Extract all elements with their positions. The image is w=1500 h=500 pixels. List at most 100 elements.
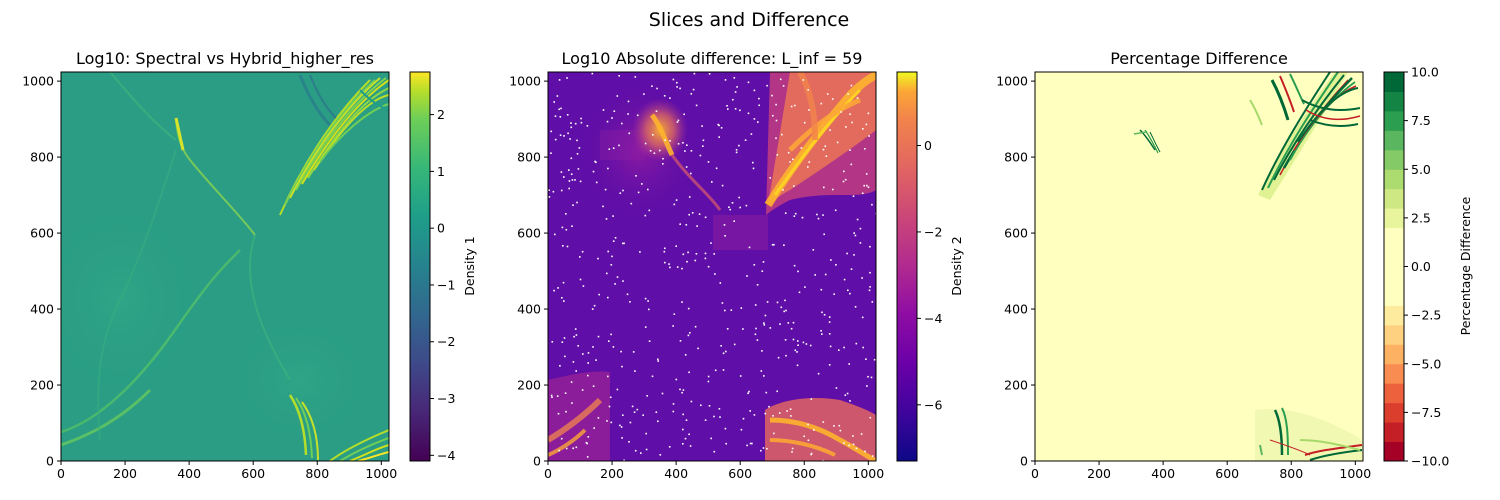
speckle [697,347,699,350]
speckle [782,189,784,191]
panel-2-y-tick-label: 800 [517,150,541,165]
speckle [793,185,795,187]
speckle [829,129,831,131]
speckle [766,301,769,303]
panel-2: Log10 Absolute difference: L_inf = 59 [509,49,964,481]
speckle [772,415,774,417]
speckle [679,87,681,90]
speckle [704,419,707,421]
speckle [587,362,589,364]
panel-3-x-tick-label: 200 [1087,466,1111,481]
panel-3-colorbar-level [1384,383,1404,404]
speckle [817,217,820,220]
speckle [852,443,855,446]
speckle [581,250,584,253]
speckle [621,365,623,368]
speckle [553,289,555,292]
speckle [575,334,578,336]
speckle [593,304,596,307]
speckle [794,104,796,107]
speckle [570,381,573,383]
speckle [710,242,712,244]
speckle [607,250,609,253]
speckle [807,439,810,442]
panel-3-colorbar-level [1384,266,1404,287]
panel-3-colorbar-level [1384,305,1404,326]
panel-2-x-tick-label: 600 [728,466,752,481]
speckle [849,149,851,151]
speckle [577,345,579,347]
speckle [731,202,734,204]
speckle [797,340,799,342]
speckle [849,292,851,295]
speckle [768,405,770,408]
speckle [645,448,648,451]
speckle [725,350,727,353]
speckle [713,450,716,453]
speckle [561,226,564,229]
speckle [822,459,824,461]
speckle [776,154,779,156]
panel-2-colorbar-tick-label: 0 [924,138,932,153]
speckle [574,179,576,181]
speckle [820,288,823,291]
speckle [672,403,675,405]
speckle [568,180,571,182]
speckle [606,272,608,275]
panel-3-y-tick-label: 600 [1004,226,1028,241]
speckle [765,391,768,394]
speckle [873,358,876,361]
speckle [614,237,617,239]
speckle [668,263,670,265]
speckle [744,139,747,141]
speckle [682,428,684,431]
speckle [786,410,788,412]
speckle [828,333,831,335]
speckle [566,77,568,79]
speckle [548,189,550,191]
speckle [608,405,611,408]
speckle [775,119,778,122]
speckle [763,375,765,377]
speckle [733,77,736,79]
panel-2-x-tick-label: 1000 [852,466,884,481]
speckle [582,353,584,355]
speckle [673,313,676,315]
panel-2-axes-frame [547,71,877,462]
panel-3-title: Percentage Difference [1110,49,1288,68]
panel-3-colorbar-tick-label: −10.0 [1411,454,1449,469]
speckle [616,95,619,97]
speckle [843,346,845,349]
speckle [848,444,850,447]
panel-1-y-tick-label: 600 [30,226,54,241]
speckle [846,252,848,255]
speckle [717,123,719,126]
speckle [829,345,832,348]
panel-2-x-tick-label: 800 [792,466,816,481]
speckle [746,275,748,277]
speckle [784,212,787,214]
speckle [753,414,756,416]
speckle [742,417,745,420]
speckle [787,151,790,154]
speckle [833,425,835,427]
speckle [682,443,684,445]
speckle [833,293,835,295]
speckle [616,388,619,391]
speckle [728,206,730,208]
speckle [570,126,573,129]
speckle [823,314,826,316]
speckle [813,429,815,431]
speckle [849,113,851,115]
speckle [553,101,555,103]
speckle [776,301,779,304]
speckle [602,109,605,111]
speckle [551,341,554,343]
speckle [618,75,620,77]
speckle [835,264,837,266]
speckle [606,420,608,422]
speckle [742,328,744,330]
speckle [868,289,871,292]
speckle [725,442,727,445]
panel-2-axis-ticks: 0 200 400 600 800 1000 0 200 400 600 800 1000 [509,74,884,481]
